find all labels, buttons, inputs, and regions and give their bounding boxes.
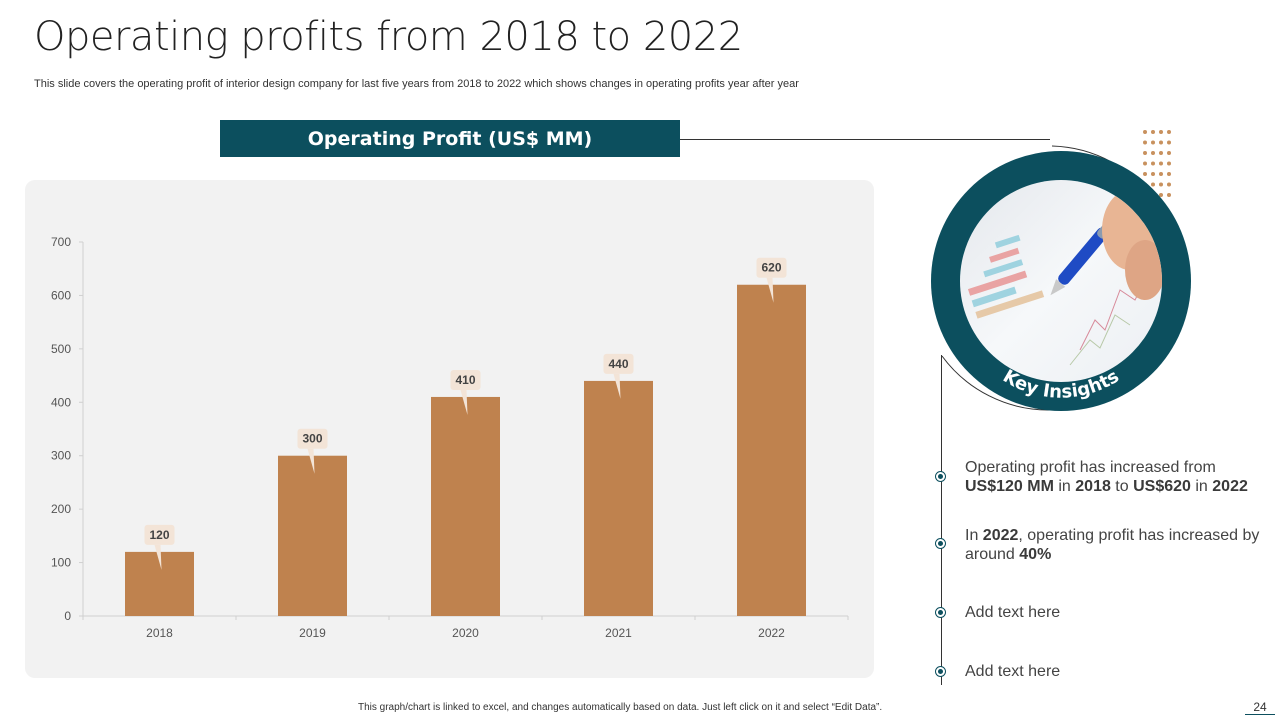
data-label: 120: [149, 528, 169, 542]
decor-dot: [1167, 172, 1171, 176]
data-label: 410: [455, 373, 475, 387]
data-label-pointer: [154, 544, 162, 570]
insight-item-2: In 2022, operating profit has increased …: [965, 526, 1265, 564]
y-tick-label: 400: [51, 395, 71, 409]
data-label: 620: [761, 261, 781, 275]
decor-dot: [1159, 193, 1163, 197]
bar-2019: [278, 455, 347, 616]
bar-2022: [737, 284, 806, 616]
decor-dot: [1151, 151, 1155, 155]
footnote: This graph/chart is linked to excel, and…: [358, 702, 883, 713]
x-tick-label: 2022: [758, 626, 785, 640]
insight-highlight: 40%: [1019, 546, 1052, 563]
insight-highlight: US$620: [1133, 478, 1191, 495]
chart-header: Operating Profit (US$ MM): [220, 120, 680, 157]
decor-dot: [1143, 161, 1147, 166]
data-label-bg: [603, 353, 634, 374]
decor-dot: [1159, 182, 1163, 187]
insight-text: Add text here: [965, 604, 1061, 621]
decor-dot: [1151, 161, 1155, 166]
data-label-pointer: [460, 389, 468, 415]
x-tick-label: 2020: [452, 626, 479, 640]
insight-item-1: Operating profit has increased from US$1…: [965, 458, 1265, 496]
insight-bullet-icon: [935, 666, 946, 677]
decor-dot: [1151, 140, 1155, 145]
insight-item-4: Add text here: [965, 662, 1265, 681]
data-label: 440: [608, 357, 628, 371]
bar-chart[interactable]: 0 100 200 300 400 500 600 700 120 2018 300 2019 410 2…: [25, 180, 874, 678]
bar-2021: [584, 380, 653, 616]
y-tick-label: 700: [51, 235, 71, 249]
insight-highlight: 2018: [1075, 478, 1111, 495]
insight-item-3: Add text here: [965, 603, 1265, 622]
data-label-bg: [144, 524, 175, 545]
decor-dot: [1151, 130, 1155, 134]
x-tick-label: 2021: [605, 626, 632, 640]
decor-dot: [1159, 161, 1163, 166]
data-label-pointer: [766, 277, 774, 303]
y-tick-label: 0: [64, 609, 71, 623]
insight-text: to: [1110, 478, 1134, 495]
y-tick-label: 500: [51, 342, 71, 356]
bar-2020: [431, 396, 500, 616]
insight-bullet-icon: [935, 538, 946, 549]
insight-highlight: 2022: [1212, 478, 1248, 495]
y-tick-label: 100: [51, 556, 71, 570]
connector-line: [680, 139, 1050, 140]
slide-subtitle: This slide covers the operating profit o…: [34, 78, 799, 90]
y-tick-label: 600: [51, 288, 71, 302]
data-label: 300: [302, 432, 322, 446]
key-insights-badge: Key Insights: [930, 150, 1192, 412]
decor-dot: [1167, 161, 1171, 166]
decor-dot: [1143, 130, 1147, 134]
decor-dot: [1167, 182, 1171, 187]
insight-text: Operating profit has increased from: [965, 459, 1216, 476]
decor-dot: [1159, 140, 1163, 145]
decor-dot: [1159, 151, 1163, 155]
insight-text: in: [1190, 478, 1213, 495]
decor-dot: [1151, 172, 1155, 176]
y-tick-label: 200: [51, 502, 71, 516]
insight-bullet-icon: [935, 607, 946, 618]
decor-dot: [1167, 130, 1171, 134]
data-label-pointer: [613, 373, 621, 399]
decor-dot: [1159, 172, 1163, 176]
y-tick-label: 300: [51, 449, 71, 463]
decor-dot: [1167, 140, 1171, 145]
x-tick-label: 2018: [146, 626, 173, 640]
insight-text: in: [1053, 478, 1076, 495]
decor-dot: [1143, 140, 1147, 145]
insight-text: , operating profit has increased by arou…: [965, 527, 1260, 563]
decor-dot: [1151, 182, 1155, 187]
data-label-pointer: [307, 448, 315, 474]
insight-text: In: [965, 527, 983, 544]
x-tick-label: 2019: [299, 626, 326, 640]
decor-dot: [1167, 151, 1171, 155]
page-number: 24: [1245, 700, 1275, 715]
decor-dot: [1159, 130, 1163, 134]
insight-bullet-icon: [935, 471, 946, 482]
decor-dot: [1167, 193, 1171, 197]
data-label-bg: [756, 257, 787, 278]
insight-text: Add text here: [965, 663, 1061, 680]
insights-timeline-line: [941, 355, 942, 685]
data-label-bg: [450, 369, 481, 390]
decor-dot: [1143, 151, 1147, 155]
slide-title: Operating profits from 2018 to 2022: [34, 14, 743, 60]
data-label-bg: [297, 428, 328, 449]
insight-highlight: 2022: [982, 527, 1019, 544]
decor-dot: [1143, 172, 1147, 176]
insight-highlight: US$120 MM: [965, 478, 1054, 495]
